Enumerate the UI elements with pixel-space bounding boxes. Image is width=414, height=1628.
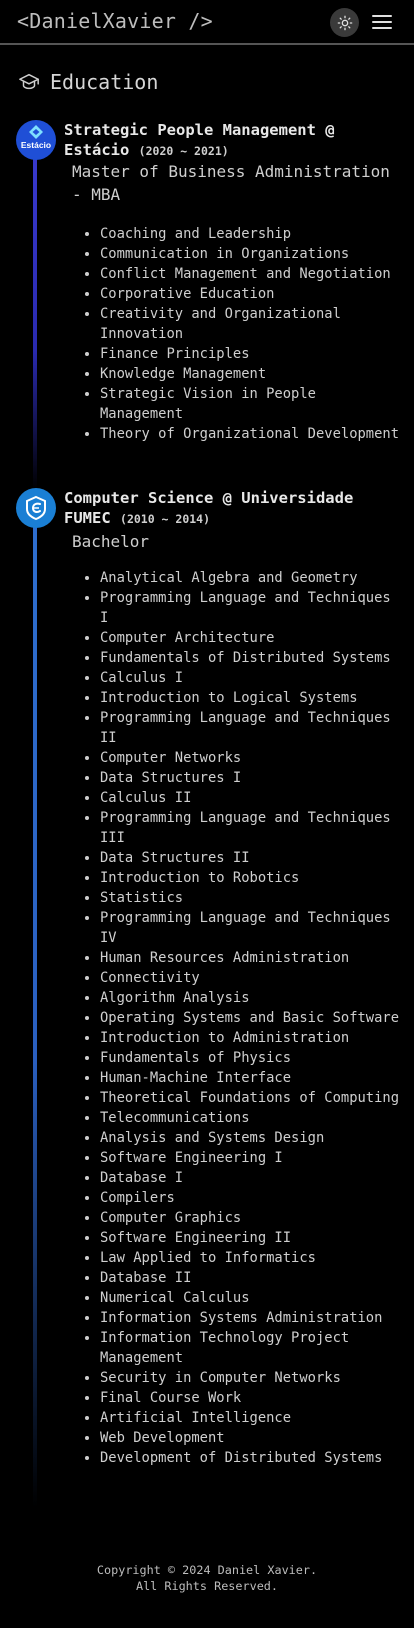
course-item: Fundamentals of Physics (100, 1048, 400, 1068)
sun-icon (337, 15, 352, 30)
course-item: Introduction to Robotics (100, 868, 400, 888)
timeline-line (33, 508, 37, 1508)
entry-degree: Bachelor (72, 532, 150, 551)
section-title: Education (50, 70, 159, 94)
course-item: Programming Language and Techniques IV (100, 908, 400, 948)
course-item: Theory of Organizational Development (100, 424, 400, 444)
course-item: Introduction to Administration (100, 1028, 400, 1048)
course-item: Web Development (100, 1428, 400, 1448)
course-item: Data Structures II (100, 848, 400, 868)
hamburger-menu-button[interactable] (371, 11, 393, 33)
course-item: Human Resources Administration (100, 948, 400, 968)
course-item: Introduction to Logical Systems (100, 688, 400, 708)
top-navbar: <DanielXavier /> (0, 0, 414, 45)
site-logo[interactable]: <DanielXavier /> (17, 9, 213, 33)
entry-degree: Master of Business Administration - MBA (72, 162, 390, 204)
course-item: Programming Language and Techniques II (100, 708, 400, 748)
course-item: Algorithm Analysis (100, 988, 400, 1008)
course-item: Coaching and Leadership (100, 224, 400, 244)
section-heading: Education (18, 69, 158, 95)
timeline-line (33, 140, 37, 490)
entry-title: Computer Science @ Universidade FUMEC (2… (64, 489, 354, 527)
course-item: Analysis and Systems Design (100, 1128, 400, 1148)
course-item: Information Technology Project Managemen… (100, 1328, 400, 1368)
course-item: Data Structures I (100, 768, 400, 788)
course-item: Software Engineering II (100, 1228, 400, 1248)
fumec-logo (16, 488, 56, 528)
entry-years: (2020 ~ 2021) (138, 144, 229, 158)
course-item: Analytical Algebra and Geometry (100, 568, 400, 588)
course-item: Computer Graphics (100, 1208, 400, 1228)
course-item: Programming Language and Techniques I (100, 588, 400, 628)
course-item: Artificial Intelligence (100, 1408, 400, 1428)
course-list: Analytical Algebra and Geometry Programm… (100, 568, 400, 1468)
course-item: Corporative Education (100, 284, 400, 304)
course-item: Information Systems Administration (100, 1308, 400, 1328)
course-item: Final Course Work (100, 1388, 400, 1408)
entry-years: (2010 ~ 2014) (120, 512, 211, 526)
course-item: Law Applied to Informatics (100, 1248, 400, 1268)
course-item: Creativity and Organizational Innovation (100, 304, 400, 344)
course-item: Computer Architecture (100, 628, 400, 648)
course-item: Database II (100, 1268, 400, 1288)
course-item: Numerical Calculus (100, 1288, 400, 1308)
footer: Copyright © 2024 Daniel Xavier. All Righ… (0, 1562, 414, 1594)
svg-text:Estácio: Estácio (21, 140, 51, 150)
course-item: Calculus II (100, 788, 400, 808)
course-item: Statistics (100, 888, 400, 908)
course-item: Database I (100, 1168, 400, 1188)
course-item: Security in Computer Networks (100, 1368, 400, 1388)
course-item: Theoretical Foundations of Computing (100, 1088, 400, 1108)
course-item: Human-Machine Interface (100, 1068, 400, 1088)
course-item: Operating Systems and Basic Software (100, 1008, 400, 1028)
course-item: Knowledge Management (100, 364, 400, 384)
course-item: Software Engineering I (100, 1148, 400, 1168)
course-item: Computer Networks (100, 748, 400, 768)
course-item: Programming Language and Techniques III (100, 808, 400, 848)
rights-text: All Rights Reserved. (135, 1579, 279, 1593)
hamburger-menu-icon (372, 15, 392, 29)
course-item: Strategic Vision in People Management (100, 384, 400, 424)
copyright-text: Copyright © 2024 Daniel Xavier. (96, 1563, 318, 1577)
course-item: Development of Distributed Systems (100, 1448, 400, 1468)
graduation-cap-icon (19, 73, 39, 90)
course-item: Fundamentals of Distributed Systems (100, 648, 400, 668)
course-item: Compilers (100, 1188, 400, 1208)
course-list: Coaching and Leadership Communication in… (100, 224, 400, 444)
entry-title: Strategic People Management @ Estácio (2… (64, 121, 335, 159)
course-item: Calculus I (100, 668, 400, 688)
course-item: Conflict Management and Negotiation (100, 264, 400, 284)
course-item: Finance Principles (100, 344, 400, 364)
theme-toggle-button[interactable] (330, 8, 359, 37)
estacio-logo: Estácio (16, 120, 56, 160)
course-item: Connectivity (100, 968, 400, 988)
course-item: Telecommunications (100, 1108, 400, 1128)
course-item: Communication in Organizations (100, 244, 400, 264)
